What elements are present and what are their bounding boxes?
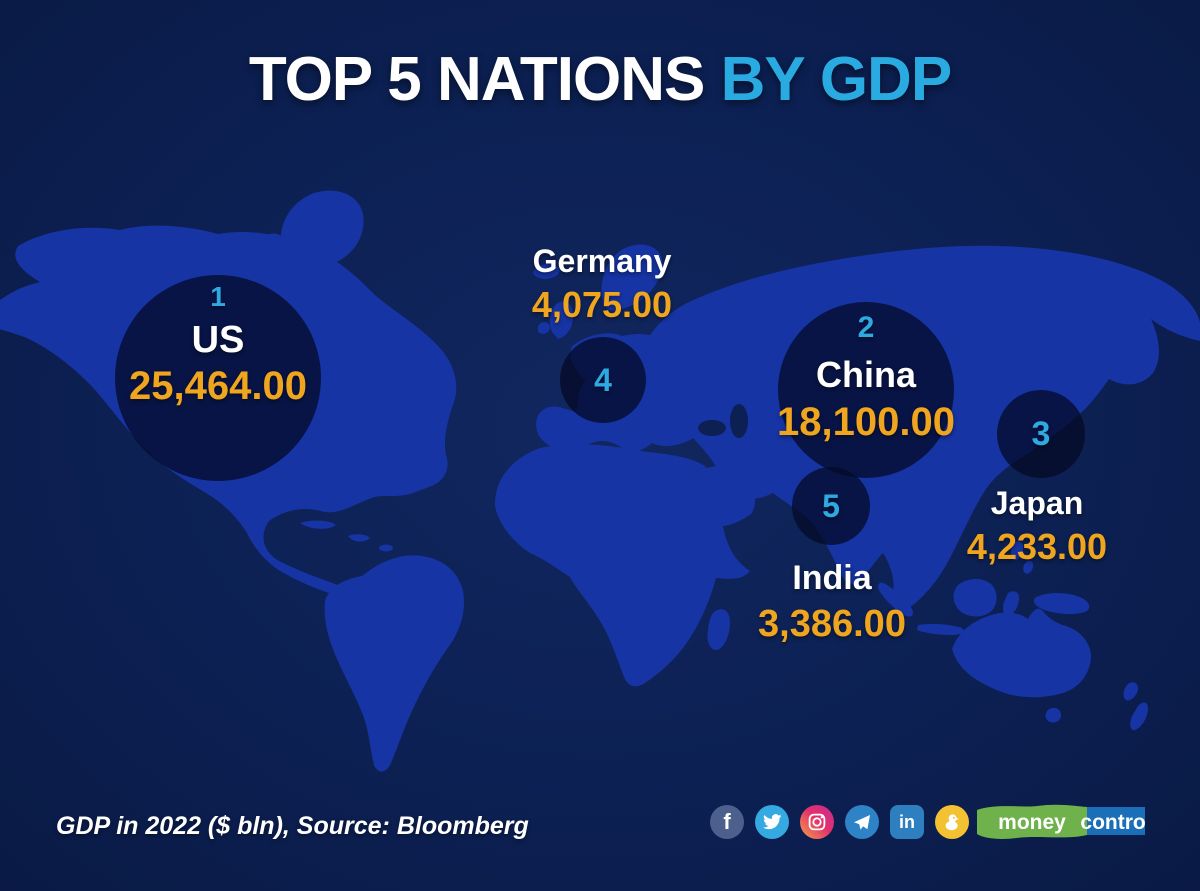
rank-label: 1 (210, 281, 226, 312)
country-name: Germany (532, 243, 672, 279)
koo-bird-glyph (945, 814, 959, 831)
islands-caribbean (300, 520, 393, 552)
sea-caspian (730, 404, 748, 438)
moneycontrol-logo[interactable]: money control (975, 801, 1152, 846)
twitter-bird-glyph (763, 814, 782, 830)
country-name: India (792, 559, 872, 597)
country-name: China (815, 354, 916, 395)
sea-black (698, 420, 726, 436)
title-main: TOP 5 NATIONS (248, 45, 706, 114)
twitter-icon[interactable] (755, 805, 789, 839)
gdp-circle-us: 1 US 25,464.00 (115, 275, 321, 481)
facebook-icon[interactable]: f (710, 805, 744, 839)
islands-arctic (195, 233, 284, 277)
linkedin-glyph: in (899, 811, 915, 832)
islands-southeast-asia (878, 541, 1090, 635)
island-tasmania (1045, 707, 1062, 723)
rank-label: 3 (1031, 414, 1051, 453)
islands-new-zealand (1123, 682, 1149, 731)
social-icons-row: f in (710, 805, 969, 839)
country-label-block: India 3,386.00 (732, 558, 932, 647)
brand-control-text: control (1080, 811, 1147, 834)
islands-uk-iceland (533, 264, 574, 339)
country-name: Japan (990, 485, 1084, 521)
brand-money-text: money (998, 811, 1066, 834)
country-name: US (191, 319, 245, 361)
gdp-value: 4,233.00 (966, 526, 1108, 567)
telegram-plane-glyph (854, 815, 870, 830)
gdp-value: 3,386.00 (758, 603, 906, 645)
island-madagascar (707, 609, 730, 651)
rank-label: 4 (594, 361, 612, 398)
source-note: GDP in 2022 ($ bln), Source: Bloomberg (56, 812, 529, 840)
continent-south-america (324, 555, 465, 772)
gdp-circle-china: 2 China 18,100.00 (777, 302, 955, 478)
region-arabia (690, 466, 756, 527)
instagram-camera-glyph (808, 813, 826, 831)
gdp-value: 4,075.00 (531, 284, 673, 325)
region-scandinavia (601, 244, 663, 311)
koo-icon[interactable] (935, 805, 969, 839)
rank-label: 2 (857, 311, 875, 344)
facebook-glyph: f (723, 809, 731, 834)
island-sakhalin (1033, 345, 1052, 394)
gdp-circle-japan: 3 (997, 390, 1085, 478)
gdp-circle-germany: 4 (560, 337, 646, 423)
continent-africa (494, 444, 750, 687)
rank-label: 5 (822, 487, 840, 524)
telegram-icon[interactable] (845, 805, 879, 839)
island-greenland (280, 190, 364, 267)
title-highlight: BY GDP (720, 45, 953, 114)
page-title: TOP 5 NATIONS BY GDP (0, 44, 1200, 115)
continent-australia (952, 608, 1091, 698)
gdp-value: 25,464.00 (129, 364, 307, 408)
country-label-block: Japan 4,233.00 (937, 483, 1137, 569)
moneycontrol-logo-graphic: money control (977, 804, 1152, 839)
instagram-icon[interactable] (800, 805, 834, 839)
gdp-value: 18,100.00 (777, 400, 955, 444)
gdp-circle-india: 5 (792, 467, 870, 545)
country-label-block: Germany 4,075.00 (502, 241, 702, 327)
linkedin-icon[interactable]: in (890, 805, 924, 839)
